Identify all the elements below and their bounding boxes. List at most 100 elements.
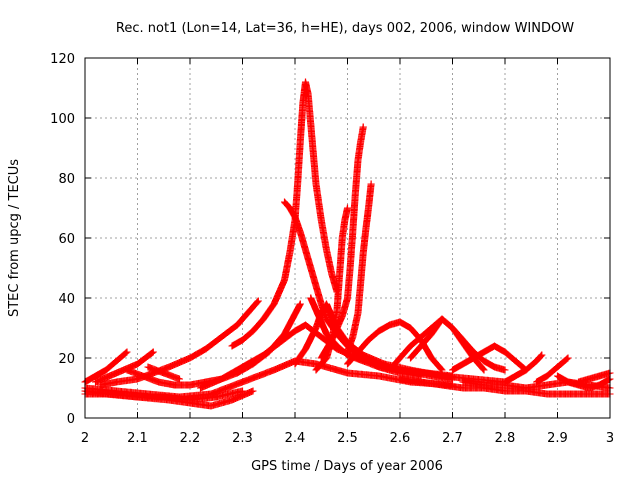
data-point	[291, 327, 299, 335]
data-point	[459, 336, 467, 344]
data-point	[359, 351, 367, 359]
data-point	[312, 324, 320, 332]
data-point	[307, 294, 315, 302]
data-point	[344, 204, 351, 212]
data-point	[480, 366, 488, 374]
data-point	[233, 321, 241, 329]
data-point	[186, 381, 194, 389]
data-point	[538, 351, 546, 359]
data-point	[351, 189, 359, 197]
data-point	[218, 333, 225, 341]
data-point	[554, 363, 561, 371]
data-point	[522, 366, 530, 374]
data-point	[417, 333, 425, 341]
data-point	[344, 294, 351, 302]
data-point	[270, 300, 278, 308]
data-point	[281, 276, 288, 284]
data-point	[239, 363, 246, 371]
data-point	[239, 336, 246, 344]
data-point	[338, 234, 346, 242]
data-point	[113, 369, 120, 377]
series-arc-05	[92, 348, 157, 386]
data-point	[286, 204, 294, 212]
data-point	[239, 378, 246, 386]
data-point	[344, 369, 351, 377]
data-layer	[81, 78, 614, 410]
data-point	[302, 345, 309, 353]
data-point	[165, 363, 173, 371]
data-point	[501, 387, 509, 395]
series-arc-22	[501, 351, 546, 386]
data-point	[328, 270, 336, 278]
data-point	[354, 156, 362, 164]
data-point	[396, 354, 404, 362]
data-point	[218, 375, 225, 383]
data-point	[357, 138, 365, 146]
data-point	[291, 213, 299, 221]
data-point	[396, 318, 404, 326]
series-arc-23	[533, 354, 572, 386]
data-point	[354, 309, 362, 317]
data-point	[349, 333, 357, 341]
data-point	[522, 384, 530, 392]
data-point	[357, 279, 365, 287]
data-point	[260, 315, 267, 323]
data-point	[386, 366, 393, 374]
data-point	[299, 99, 307, 107]
data-point	[123, 366, 131, 374]
data-point	[176, 375, 183, 383]
data-point	[470, 354, 477, 362]
y-axis-label: STEC from upcg / TECUs	[7, 159, 22, 317]
data-point	[585, 384, 593, 392]
data-point	[365, 336, 372, 344]
y-tick-label: 40	[58, 292, 75, 307]
data-point	[564, 378, 572, 386]
data-point	[491, 342, 498, 350]
data-point	[92, 378, 99, 386]
data-point	[275, 339, 283, 347]
data-point	[396, 375, 404, 383]
data-point	[417, 378, 425, 386]
data-point	[296, 228, 304, 236]
data-point	[144, 363, 152, 371]
y-tick-label: 0	[67, 412, 75, 427]
data-point	[422, 369, 430, 377]
data-point	[254, 297, 262, 305]
data-point	[92, 372, 99, 380]
data-point	[312, 306, 320, 314]
y-tick-label: 20	[58, 352, 75, 367]
data-point	[407, 354, 414, 362]
data-point	[134, 360, 141, 368]
data-point	[323, 354, 330, 362]
data-point	[291, 360, 299, 368]
data-point	[328, 336, 336, 344]
data-point	[543, 372, 551, 380]
data-point	[501, 378, 509, 386]
data-point	[338, 312, 346, 320]
data-point	[317, 216, 325, 224]
data-point	[312, 366, 320, 374]
data-point	[359, 249, 367, 257]
data-point	[470, 348, 477, 356]
data-point	[228, 396, 236, 404]
data-point	[459, 384, 467, 392]
data-point	[317, 333, 325, 341]
data-point	[386, 321, 393, 329]
data-point	[294, 180, 302, 188]
data-point	[480, 381, 488, 389]
data-point	[438, 381, 446, 389]
data-point	[501, 348, 509, 356]
data-point	[123, 348, 131, 356]
data-point	[333, 306, 341, 314]
data-point	[307, 264, 315, 272]
data-point	[512, 357, 519, 365]
series-arc-07	[144, 363, 183, 383]
data-point	[365, 204, 372, 212]
y-tick-label: 100	[50, 112, 75, 127]
data-point	[160, 369, 168, 377]
data-point	[428, 354, 435, 362]
y-tick-label: 120	[50, 52, 75, 67]
data-point	[543, 390, 551, 398]
data-point	[160, 393, 168, 401]
